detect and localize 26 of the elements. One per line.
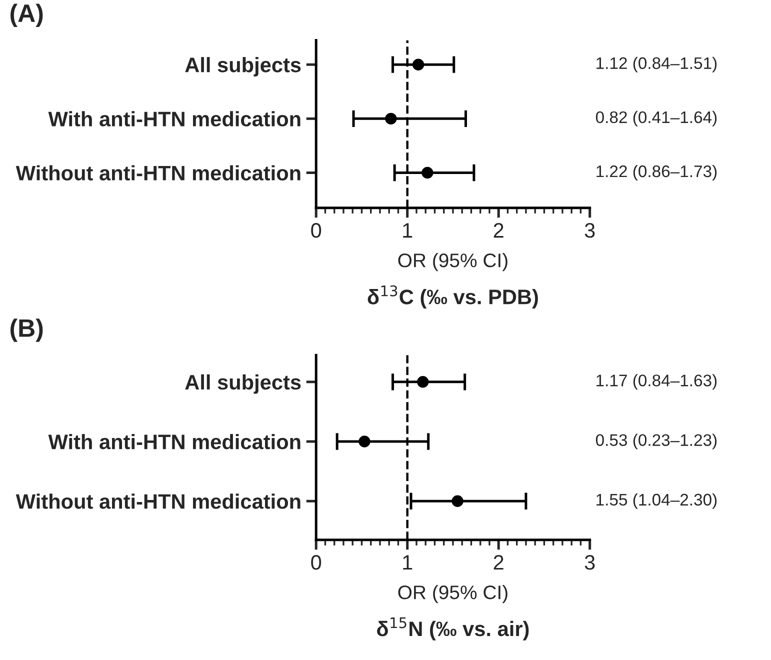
data-label: 0.53 (0.23–1.23)	[596, 434, 717, 450]
y-tick-label: With anti-HTN medication	[48, 434, 300, 450]
y-tick-label: With anti-HTN medication	[48, 111, 300, 126]
y-tick-label: Without anti-HTN medication	[16, 165, 300, 181]
text: (A)	[10, 4, 43, 28]
x-tick-label: 3	[584, 555, 595, 570]
y-tick-label: Without anti-HTN medication	[16, 494, 300, 509]
x-tick-label: 0	[311, 555, 322, 570]
x-tick-label: 2	[494, 555, 504, 570]
x-axis-title: OR (95% CI)	[398, 584, 508, 604]
data-label: 1.17 (0.84–1.63)	[596, 374, 717, 390]
y-tick-label: All subjects	[185, 374, 301, 394]
data-label: 1.22 (0.86–1.73)	[596, 164, 717, 181]
x-tick-label: 3	[584, 223, 595, 238]
x-axis-title: OR (95% CI)	[398, 253, 508, 272]
data-label: 0.82 (0.41–1.64)	[596, 110, 717, 126]
data-label: 1.12 (0.84–1.51)	[596, 56, 717, 72]
data-label: 1.55 (1.04–2.30)	[596, 493, 717, 509]
text: (B)	[10, 318, 43, 342]
text: δ$^{15}$N (‰ vs. air)	[377, 617, 529, 640]
x-tick-label: 1	[403, 555, 412, 570]
text: δ$^{13}$C (‰ vs. PDB)	[368, 285, 538, 308]
x-tick-label: 2	[494, 223, 504, 238]
y-tick-label: All subjects	[185, 57, 301, 76]
x-tick-label: 0	[311, 223, 322, 238]
x-tick-label: 1	[403, 223, 412, 238]
